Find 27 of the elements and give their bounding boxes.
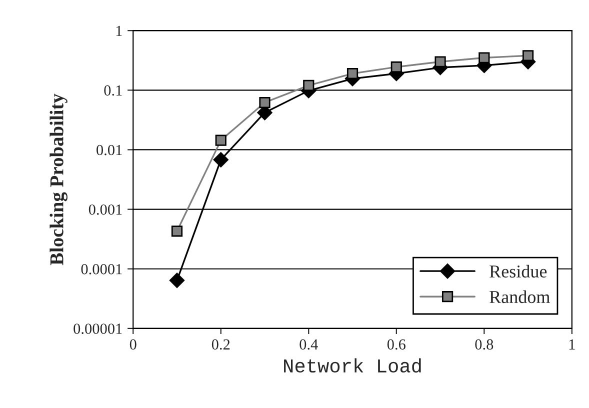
point — [303, 80, 314, 92]
x-tick-label: 0.8 — [475, 339, 494, 350]
x-axis-title: Network Load — [284, 358, 421, 373]
point — [390, 61, 402, 73]
point — [478, 52, 490, 64]
point — [213, 152, 228, 168]
point — [522, 50, 534, 62]
y-tick-label: 0.00001 — [74, 324, 122, 334]
legend-label: Residue — [490, 264, 547, 278]
x-tick-label: 0 — [130, 339, 136, 350]
point — [259, 96, 270, 108]
point — [215, 134, 226, 146]
x-tick-label: 0.6 — [387, 339, 406, 350]
legend-label: Random — [490, 290, 550, 304]
y-axis-title: Blocking Probability — [50, 94, 68, 266]
y-tick-label: 0.0001 — [81, 264, 122, 274]
y-tick-label: 0.01 — [96, 144, 122, 156]
y-tick-label: 0.1 — [104, 85, 122, 96]
x-tick-label: 1 — [569, 339, 575, 350]
y-tick-label: 1 — [116, 26, 122, 36]
x-tick-label: 0.4 — [300, 339, 318, 350]
point — [434, 56, 446, 68]
point — [169, 272, 185, 288]
x-tick-label: 0.2 — [212, 339, 230, 350]
y-tick-label: 0.001 — [88, 204, 122, 215]
point — [346, 68, 358, 80]
point — [171, 226, 183, 237]
